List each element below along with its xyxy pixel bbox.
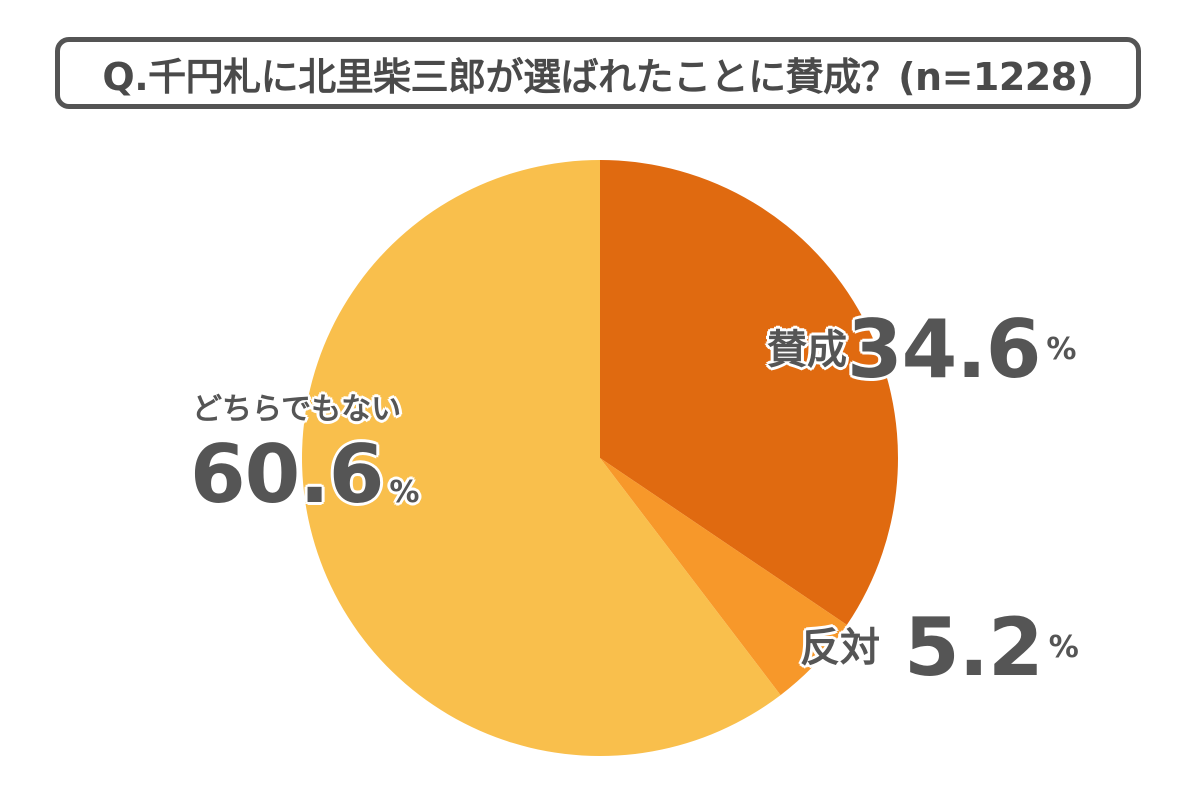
- label-hantai-unit: %: [1048, 630, 1079, 665]
- label-sansei-unit: %: [1046, 332, 1077, 367]
- label-hantai: 反対 5.2%: [800, 608, 1079, 688]
- label-sansei: 賛成34.6%: [767, 310, 1076, 390]
- label-sansei-name: 賛成: [767, 327, 847, 373]
- label-hantai-name: 反対: [800, 625, 880, 671]
- pie-slice-sansei: [600, 160, 898, 625]
- pie-slice-dochira: [302, 160, 781, 756]
- label-dochira-value: 60.6: [190, 428, 384, 521]
- label-dochira: どちらでもない 60.6%: [190, 395, 419, 515]
- label-hantai-value: 5.2: [904, 601, 1044, 694]
- label-sansei-value: 34.6: [847, 303, 1041, 396]
- label-dochira-name: どちらでもない: [192, 392, 402, 427]
- chart-title: Q.千円札に北里柴三郎が選ばれたことに賛成？(n=1228): [102, 54, 1094, 99]
- pie-slice-hantai: [600, 458, 847, 696]
- chart-title-box: Q.千円札に北里柴三郎が選ばれたことに賛成？(n=1228): [55, 37, 1141, 109]
- label-dochira-unit: %: [389, 475, 420, 510]
